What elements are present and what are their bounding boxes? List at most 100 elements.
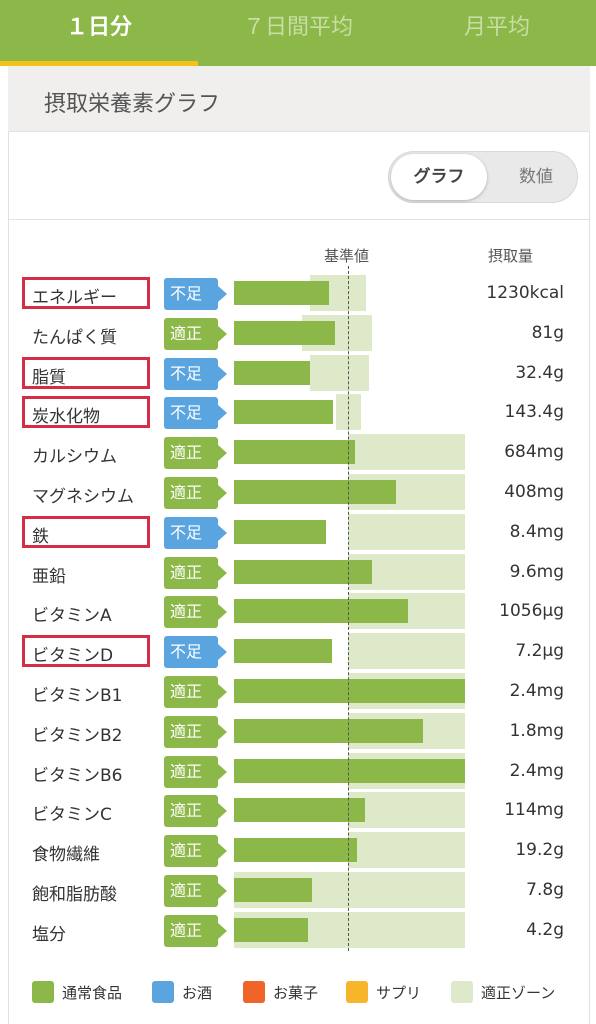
status-badge: 適正 (164, 795, 227, 828)
intake-amount: 1056µg (499, 601, 564, 622)
intake-amount: 7.2µg (515, 641, 564, 662)
intake-bar (234, 679, 465, 703)
intake-amount: 408mg (504, 482, 564, 502)
intake-bar (234, 718, 423, 743)
period-tabbar: １日分 ７日間平均 月平均 (0, 0, 596, 66)
number-view-button[interactable]: 数値 (519, 167, 553, 187)
nutrient-row: ビタミンB2 適正 1.8mg (0, 712, 596, 753)
intake-bar (234, 758, 465, 783)
status-badge: 適正 (164, 835, 227, 868)
section-header: 摂取栄養素グラフ (8, 66, 590, 132)
tab-monthly-average[interactable]: 月平均 (463, 15, 530, 40)
legend-swatch (152, 981, 174, 1003)
legend: 通常食品 お酒 お菓子 サプリ 適正ゾーン (0, 980, 596, 1006)
nutrient-name: 鉄 (32, 526, 49, 547)
status-badge: 適正 (164, 676, 227, 708)
appropriate-zone (348, 832, 465, 869)
divider (9, 219, 589, 220)
status-badge: 適正 (164, 596, 227, 629)
nutrient-row: 塩分 適正 4.2g (0, 911, 596, 952)
highlight-box (22, 396, 150, 429)
nutrient-name: マグネシウム (32, 487, 134, 507)
nutrient-row: カルシウム 適正 684mg (0, 434, 596, 474)
intake-bar (234, 440, 355, 465)
intake-amount: 684mg (504, 442, 564, 463)
intake-amount: 9.6mg (509, 561, 564, 582)
intake-bar (234, 400, 333, 425)
reference-line (348, 266, 349, 951)
intake-amount: 4.2g (526, 919, 564, 940)
nutrient-row: ビタミンA 適正 1056µg (0, 593, 596, 633)
status-badge: 不足 (164, 357, 227, 390)
nutrient-name: たんぱく質 (32, 327, 117, 348)
nutrient-row: 食物繊維 適正 19.2g (0, 832, 596, 872)
status-badge: 不足 (164, 278, 227, 310)
active-tab-indicator (0, 61, 198, 66)
appropriate-zone (348, 434, 465, 471)
view-toggle[interactable]: グラフ 数値 (388, 151, 578, 203)
nutrient-row: ビタミンD 不足 7.2µg (0, 633, 596, 673)
legend-swatch (32, 981, 54, 1003)
nutrient-row: マグネシウム 適正 408mg (0, 474, 596, 514)
status-badge: 不足 (164, 636, 227, 669)
intake-bar (234, 798, 365, 823)
status-badge: 適正 (164, 437, 227, 470)
status-badge: 適正 (164, 477, 227, 509)
status-badge: 適正 (164, 317, 227, 350)
highlight-box (22, 635, 150, 668)
legend-swatch (243, 981, 265, 1003)
legend-label: 適正ゾーン (481, 984, 556, 1002)
intake-bar (234, 838, 357, 863)
nutrient-name: ビタミンC (32, 805, 112, 826)
intake-bar (234, 519, 326, 544)
nutrient-row: 脂質 不足 32.4g (0, 354, 596, 395)
nutrient-row: ビタミンB1 適正 2.4mg (0, 673, 596, 713)
intake-amount: 114mg (504, 800, 564, 821)
intake-amount: 1.8mg (509, 720, 564, 741)
legend-swatch (346, 981, 368, 1003)
intake-amount: 81g (531, 322, 564, 343)
status-badge: 適正 (164, 875, 227, 907)
intake-bar (234, 917, 308, 942)
intake-bar (234, 360, 310, 385)
intake-bar (234, 320, 335, 345)
intake-amount: 8.4mg (509, 521, 564, 542)
appropriate-zone (348, 792, 465, 829)
status-badge: 不足 (164, 516, 227, 549)
intake-amount: 1230kcal (486, 283, 564, 303)
nutrient-row: 鉄 不足 8.4mg (0, 513, 596, 554)
nutrient-name: 脂質 (32, 367, 66, 388)
nutrient-name: 飽和脂肪酸 (32, 885, 117, 905)
legend-swatch (451, 981, 473, 1003)
nutrient-name: 食物繊維 (32, 845, 100, 866)
nutrient-name: ビタミンB1 (32, 686, 123, 706)
appropriate-zone (310, 354, 369, 391)
nutrient-row: エネルギー 不足 1230kcal (0, 275, 596, 315)
nutrient-row: 飽和脂肪酸 適正 7.8g (0, 872, 596, 912)
intake-amount: 19.2g (515, 840, 564, 861)
legend-label: サプリ (376, 984, 422, 1002)
nutrient-row: ビタミンC 適正 114mg (0, 792, 596, 832)
intake-bar (234, 480, 396, 504)
legend-label: 通常食品 (62, 984, 123, 1002)
status-badge: 不足 (164, 397, 227, 430)
nutrient-name: 亜鉛 (32, 566, 66, 587)
graph-view-button[interactable]: グラフ (391, 154, 487, 200)
tab-7-day-average[interactable]: ７日間平均 (242, 15, 353, 40)
nutrient-row: たんぱく質 適正 81g (0, 314, 596, 355)
status-badge: 適正 (164, 556, 227, 589)
nutrient-name: 塩分 (32, 924, 66, 945)
intake-bar (234, 281, 329, 305)
nutrient-row: ビタミンB6 適正 2.4mg (0, 752, 596, 793)
intake-amount: 32.4g (515, 362, 564, 383)
nutrient-name: ビタミンB2 (32, 725, 123, 746)
intake-bar (234, 559, 372, 584)
nutrient-row: 炭水化物 不足 143.4g (0, 394, 596, 434)
appropriate-zone (348, 633, 465, 670)
highlight-box (22, 515, 150, 548)
status-badge: 適正 (164, 715, 227, 748)
nutrient-row: 亜鉛 適正 9.6mg (0, 553, 596, 594)
status-badge: 適正 (164, 914, 227, 947)
tab-1-day[interactable]: １日分 (65, 15, 132, 40)
legend-label: お菓子 (273, 984, 319, 1002)
